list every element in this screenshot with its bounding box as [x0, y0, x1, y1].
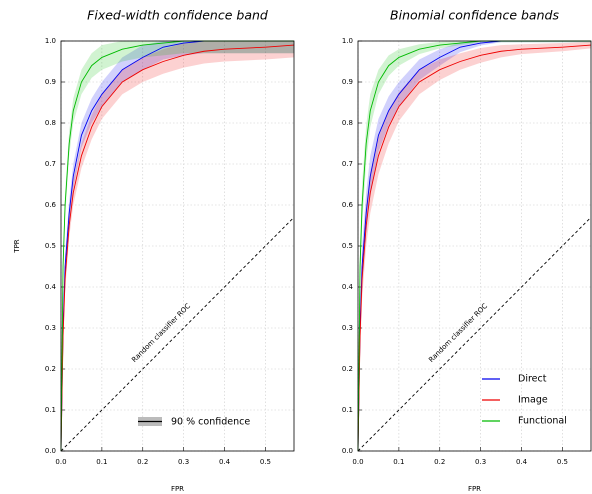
y-tick-label: 1.0	[45, 37, 56, 45]
y-tick-label: 0.5	[45, 242, 56, 250]
y-tick-label: 0.8	[45, 119, 56, 127]
y-tick-label: 0.9	[45, 78, 56, 86]
confidence-band	[358, 41, 591, 451]
annotation: Random classifier ROC	[427, 302, 489, 364]
y-tick-label: 0.6	[45, 201, 57, 209]
y-tick-label: 1.0	[342, 37, 353, 45]
y-tick-label: 0.0	[342, 447, 353, 455]
roc-line	[60, 44, 295, 452]
y-tick-label: 0.2	[45, 365, 56, 373]
axes-frame	[357, 40, 592, 452]
y-tick-label: 0.0	[45, 447, 56, 455]
chart-title: Fixed-width confidence band	[87, 8, 268, 23]
x-tick-label: 0.1	[393, 458, 404, 466]
y-tick-label: 0.3	[45, 324, 56, 332]
chart-title: Binomial confidence bands	[390, 8, 559, 23]
roc-line	[357, 44, 592, 452]
y-tick-label: 0.6	[342, 201, 354, 209]
annotation: Random classifier ROC	[130, 302, 192, 364]
legend-label: Direct	[518, 374, 547, 385]
x-tick-label: 0.1	[96, 458, 107, 466]
y-tick-label: 0.7	[45, 160, 56, 168]
y-tick-label: 0.7	[342, 160, 353, 168]
reference-line	[357, 216, 592, 452]
reference-line	[60, 216, 295, 452]
x-axis-label: FPR	[171, 485, 184, 493]
legend-label: Functional	[518, 416, 567, 427]
x-tick-label: 0.4	[516, 458, 528, 466]
y-tick-label: 0.1	[45, 406, 56, 414]
y-tick-label: 0.3	[342, 324, 353, 332]
y-tick-label: 0.9	[342, 78, 353, 86]
x-tick-label: 0.0	[352, 458, 363, 466]
y-tick-label: 0.8	[342, 119, 353, 127]
y-axis-label: TPR	[13, 239, 21, 253]
y-tick-label: 0.2	[342, 365, 353, 373]
x-tick-label: 0.4	[219, 458, 231, 466]
y-tick-label: 0.4	[45, 283, 57, 291]
x-tick-label: 0.3	[475, 458, 486, 466]
x-tick-label: 0.5	[260, 458, 271, 466]
legend-label: 90 % confidence	[171, 417, 250, 428]
x-tick-label: 0.5	[557, 458, 568, 466]
x-axis-label: FPR	[468, 485, 481, 493]
confidence-band	[61, 41, 294, 451]
x-tick-label: 0.3	[178, 458, 189, 466]
x-tick-label: 0.2	[137, 458, 148, 466]
axes-frame	[60, 40, 295, 452]
legend-label: Image	[518, 395, 548, 406]
x-tick-label: 0.0	[55, 458, 66, 466]
y-tick-label: 0.4	[342, 283, 354, 291]
x-tick-label: 0.2	[434, 458, 445, 466]
y-tick-label: 0.1	[342, 406, 353, 414]
y-tick-label: 0.5	[342, 242, 353, 250]
